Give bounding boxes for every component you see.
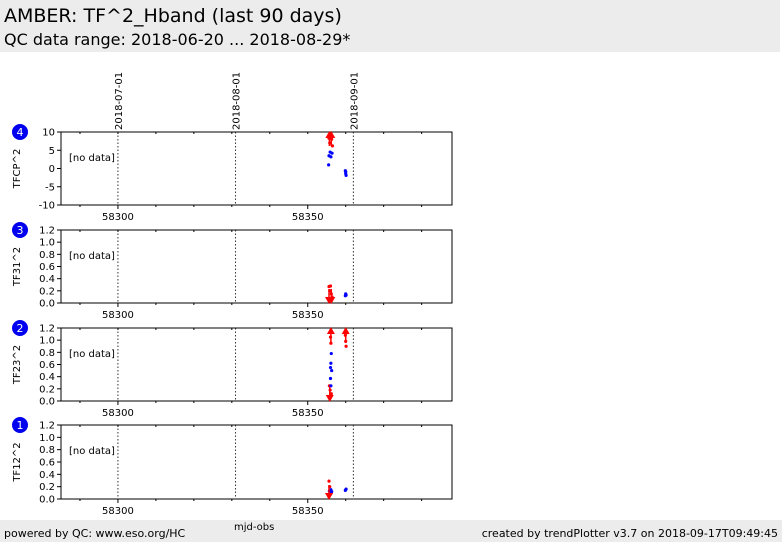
y-tick-label: 0 — [49, 164, 55, 175]
y-tick-label: 0.6 — [39, 458, 55, 469]
flagged-point — [327, 479, 331, 483]
data-point — [329, 155, 333, 159]
up-arrow — [341, 327, 350, 334]
up-arrow — [327, 131, 336, 138]
down-arrow — [327, 297, 336, 304]
x-tick-label: 58300 — [102, 408, 134, 419]
panel-badge — [12, 320, 28, 336]
y-tick-label: 0.4 — [39, 274, 55, 285]
date-marker-label: 2018-09-01 — [349, 72, 360, 130]
flagged-point — [329, 341, 333, 345]
x-tick-label: 58350 — [292, 408, 324, 419]
panel-frame — [60, 424, 453, 500]
panel-frame — [60, 229, 453, 304]
y-tick-label: 0.0 — [39, 299, 55, 310]
data-point — [344, 293, 348, 297]
y-tick-label: 0.2 — [39, 286, 55, 297]
y-tick-label: 1.0 — [39, 336, 55, 347]
down-arrow — [325, 493, 334, 500]
x-tick-label: 58300 — [102, 212, 134, 223]
no-data-label: [no data] — [69, 251, 115, 262]
down-arrow — [325, 395, 334, 402]
no-data-label: [no data] — [69, 153, 115, 164]
page-title: AMBER: TF^2_Hband (last 90 days) — [4, 5, 342, 27]
y-tick-label: 0.2 — [39, 384, 55, 395]
data-point — [330, 151, 334, 155]
data-point — [328, 365, 333, 370]
panel-badge-label: 1 — [17, 419, 24, 432]
x-tick-label: 58350 — [292, 212, 324, 223]
data-point — [344, 487, 348, 491]
y-axis-label: TF31^2 — [12, 247, 23, 287]
data-point — [327, 163, 331, 167]
x-tick-label: 58300 — [102, 310, 134, 321]
y-tick-label: -10 — [39, 201, 55, 212]
panel-frame — [60, 327, 453, 402]
panel-badge — [12, 124, 28, 140]
data-point — [330, 368, 334, 373]
flagged-point — [344, 344, 348, 348]
up-arrow — [326, 327, 335, 334]
footer-created: created by trendPlotter v3.7 on 2018-09-… — [481, 527, 778, 540]
y-tick-label: 1.0 — [39, 238, 55, 249]
x-tick-label: 58300 — [102, 506, 134, 517]
y-tick-label: 1.2 — [39, 324, 55, 335]
x-tick-label: 58350 — [292, 506, 324, 517]
header-bar — [0, 0, 780, 52]
flagged-point — [328, 284, 333, 288]
x-axis-label: mjd-obs — [234, 522, 275, 533]
y-axis-label: TFCP^2 — [12, 149, 23, 190]
panel-badge-label: 2 — [17, 322, 24, 335]
x-tick-label: 58350 — [292, 310, 324, 321]
date-marker-label: 2018-08-01 — [232, 72, 243, 130]
no-data-label: [no data] — [69, 446, 115, 457]
data-point — [328, 376, 333, 381]
footer-credit: powered by QC: www.eso.org/HC — [4, 527, 186, 540]
panel-badge-label: 4 — [17, 126, 24, 139]
y-tick-label: -5 — [45, 182, 55, 193]
page-subtitle: QC data range: 2018-06-20 ... 2018-08-29… — [4, 30, 351, 49]
y-tick-label: 10 — [42, 128, 55, 139]
panel-badge — [12, 222, 28, 238]
y-tick-label: 0.8 — [39, 250, 55, 261]
y-tick-label: 0.8 — [39, 348, 55, 359]
footer-bar — [0, 520, 782, 542]
y-axis-label: TF23^2 — [12, 345, 23, 385]
y-tick-label: 0.0 — [39, 397, 55, 408]
data-point — [329, 361, 333, 365]
y-tick-label: 1.2 — [39, 421, 55, 432]
y-axis-label: TF12^2 — [12, 442, 23, 482]
date-marker-label: 2018-07-01 — [114, 72, 125, 130]
panel-frame — [60, 131, 453, 206]
no-data-label: [no data] — [69, 349, 115, 360]
y-tick-label: 0.4 — [39, 372, 55, 383]
y-tick-label: 0.2 — [39, 482, 55, 493]
y-tick-label: 0.0 — [39, 495, 55, 506]
y-tick-label: 1.2 — [39, 226, 55, 237]
data-point — [344, 173, 348, 178]
y-tick-label: 0.8 — [39, 445, 55, 456]
y-tick-label: 0.6 — [39, 360, 55, 371]
y-tick-label: 0.6 — [39, 262, 55, 273]
data-point — [344, 170, 348, 174]
y-tick-label: 5 — [49, 146, 55, 157]
y-tick-label: 0.4 — [39, 470, 55, 481]
panel-badge-label: 3 — [17, 224, 24, 237]
data-point — [330, 490, 334, 494]
panel-badge — [12, 417, 28, 433]
y-tick-label: 1.0 — [39, 433, 55, 444]
data-point — [329, 351, 333, 356]
data-point — [329, 384, 333, 388]
